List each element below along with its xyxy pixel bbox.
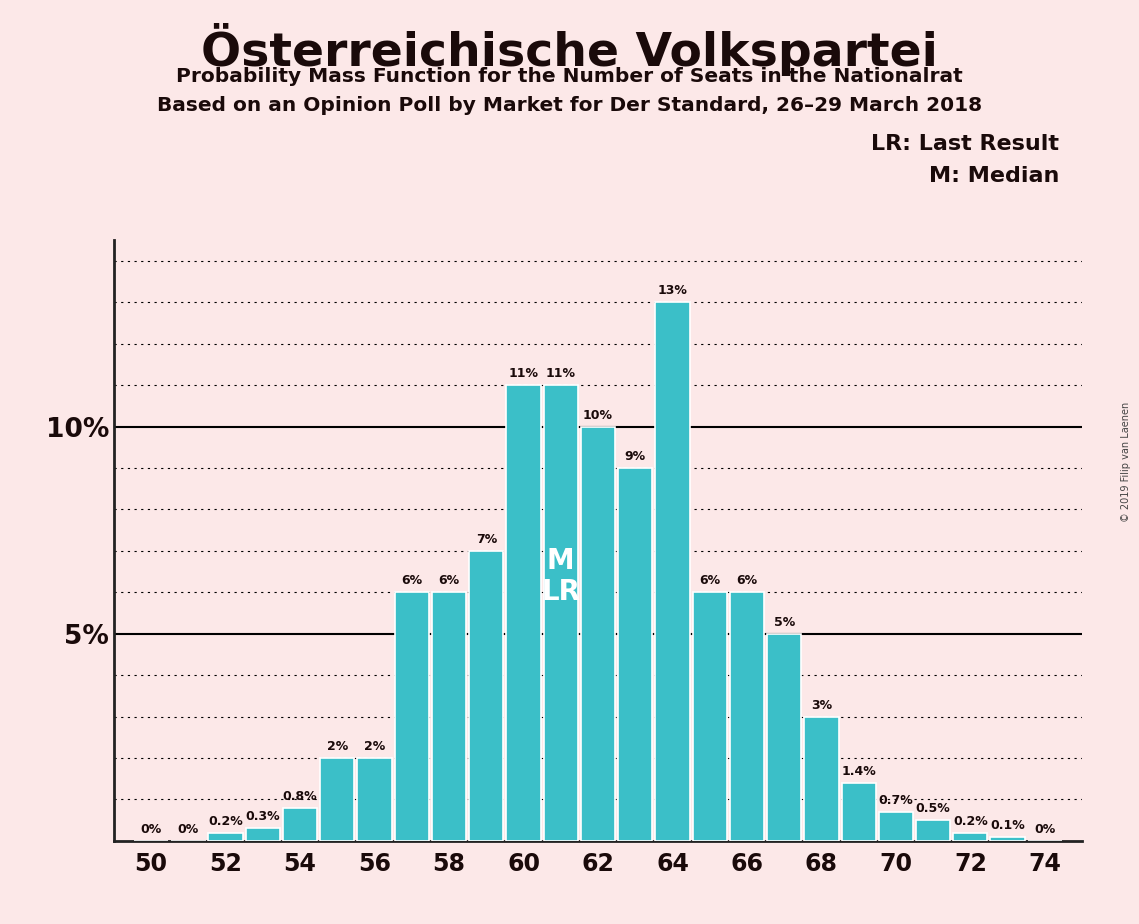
Text: 3%: 3% (811, 699, 831, 711)
Text: 0%: 0% (140, 823, 162, 836)
Bar (804, 717, 838, 841)
Bar (991, 837, 1025, 841)
Bar (543, 385, 577, 841)
Bar (618, 468, 653, 841)
Text: 0.2%: 0.2% (208, 815, 243, 828)
Text: 6%: 6% (439, 575, 460, 588)
Bar (432, 592, 466, 841)
Text: Österreichische Volkspartei: Österreichische Volkspartei (202, 23, 937, 76)
Bar (395, 592, 429, 841)
Text: 0%: 0% (1034, 823, 1056, 836)
Bar (320, 758, 354, 841)
Text: 0.1%: 0.1% (990, 819, 1025, 832)
Text: 6%: 6% (699, 575, 720, 588)
Text: 6%: 6% (736, 575, 757, 588)
Text: Probability Mass Function for the Number of Seats in the Nationalrat: Probability Mass Function for the Number… (177, 67, 962, 86)
Bar (358, 758, 392, 841)
Bar (246, 829, 280, 841)
Text: 0.2%: 0.2% (953, 815, 988, 828)
Text: 2%: 2% (364, 740, 385, 753)
Text: 13%: 13% (657, 285, 687, 298)
Bar (282, 808, 318, 841)
Bar (693, 592, 727, 841)
Text: 0.5%: 0.5% (916, 802, 950, 815)
Bar (730, 592, 764, 841)
Text: 0.8%: 0.8% (282, 790, 318, 803)
Text: 6%: 6% (401, 575, 423, 588)
Text: 1.4%: 1.4% (842, 765, 876, 778)
Text: 9%: 9% (624, 450, 646, 463)
Text: M
LR: M LR (541, 548, 580, 605)
Bar (469, 551, 503, 841)
Text: 7%: 7% (476, 533, 497, 546)
Text: 11%: 11% (546, 367, 575, 381)
Bar (879, 812, 913, 841)
Text: 0%: 0% (178, 823, 199, 836)
Text: 2%: 2% (327, 740, 347, 753)
Bar (208, 833, 243, 841)
Text: 10%: 10% (583, 408, 613, 421)
Text: Based on an Opinion Poll by Market for Der Standard, 26–29 March 2018: Based on an Opinion Poll by Market for D… (157, 96, 982, 116)
Text: © 2019 Filip van Laenen: © 2019 Filip van Laenen (1121, 402, 1131, 522)
Bar (916, 821, 950, 841)
Text: 0.3%: 0.3% (246, 810, 280, 823)
Text: 11%: 11% (508, 367, 539, 381)
Text: 0.7%: 0.7% (878, 794, 913, 807)
Bar (953, 833, 988, 841)
Text: LR: Last Result: LR: Last Result (871, 134, 1059, 154)
Bar (581, 427, 615, 841)
Text: M: Median: M: Median (929, 166, 1059, 187)
Bar (507, 385, 541, 841)
Text: 5%: 5% (773, 615, 795, 628)
Bar (842, 783, 876, 841)
Bar (767, 634, 801, 841)
Bar (655, 302, 689, 841)
